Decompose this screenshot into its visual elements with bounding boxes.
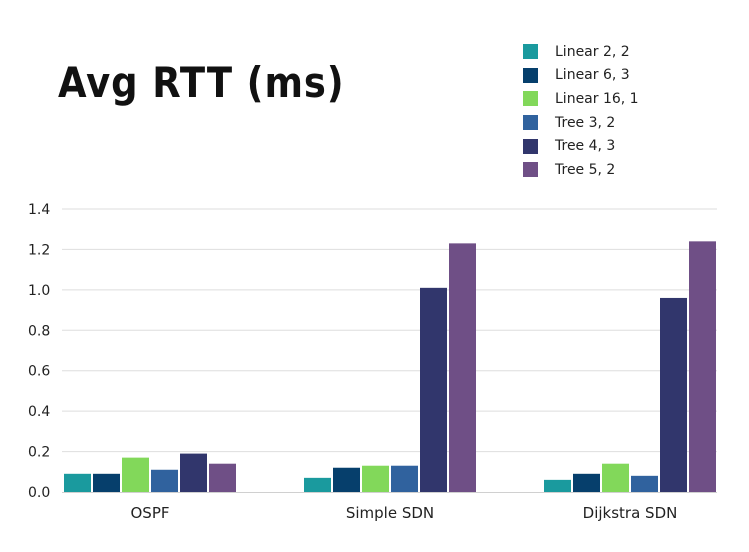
legend-item-linear-2-2: Linear 2, 2 bbox=[523, 40, 639, 64]
legend-swatch bbox=[523, 115, 538, 131]
bar bbox=[122, 457, 149, 492]
bar bbox=[420, 287, 447, 492]
legend-label: Linear 2, 2 bbox=[555, 43, 630, 60]
bar bbox=[631, 475, 658, 492]
x-category-label: Simple SDN bbox=[346, 504, 434, 522]
y-tick-label: 0.2 bbox=[28, 445, 50, 461]
y-tick-label: 1.2 bbox=[28, 242, 50, 258]
bar bbox=[362, 465, 389, 492]
legend-item-tree-4-3: Tree 4, 3 bbox=[523, 134, 639, 158]
bar bbox=[333, 467, 360, 492]
y-tick-label: 0.0 bbox=[28, 485, 50, 501]
legend-item-tree-5-2: Tree 5, 2 bbox=[523, 158, 639, 182]
chart-title: Avg RTT (ms) bbox=[58, 58, 345, 107]
bar bbox=[180, 453, 207, 492]
bar bbox=[391, 465, 418, 492]
bar bbox=[573, 473, 600, 492]
legend-label: Linear 16, 1 bbox=[555, 90, 639, 107]
bar bbox=[93, 473, 120, 492]
y-tick-label: 0.6 bbox=[28, 364, 50, 380]
legend-swatch bbox=[523, 91, 538, 107]
legend-swatch bbox=[523, 162, 538, 178]
bar bbox=[689, 241, 716, 492]
bar bbox=[602, 463, 629, 492]
chart-legend: Linear 2, 2 Linear 6, 3 Linear 16, 1 Tre… bbox=[523, 40, 639, 182]
bar bbox=[544, 479, 571, 492]
legend-label: Tree 5, 2 bbox=[555, 161, 616, 178]
bar bbox=[660, 297, 687, 492]
legend-label: Tree 4, 3 bbox=[555, 138, 616, 155]
legend-item-linear-16-1: Linear 16, 1 bbox=[523, 87, 639, 111]
x-category-label: OSPF bbox=[130, 504, 169, 522]
y-tick-label: 0.8 bbox=[28, 323, 50, 339]
legend-label: Tree 3, 2 bbox=[555, 114, 616, 131]
bar bbox=[209, 463, 236, 492]
legend-item-tree-3-2: Tree 3, 2 bbox=[523, 111, 639, 135]
bar bbox=[449, 243, 476, 492]
legend-label: Linear 6, 3 bbox=[555, 67, 630, 84]
legend-item-linear-6-3: Linear 6, 3 bbox=[523, 64, 639, 88]
legend-swatch bbox=[523, 44, 538, 60]
y-tick-label: 1.4 bbox=[28, 202, 50, 218]
legend-swatch bbox=[523, 138, 538, 154]
legend-swatch bbox=[523, 67, 538, 83]
y-tick-label: 1.0 bbox=[28, 283, 50, 299]
x-category-label: Dijkstra SDN bbox=[583, 504, 678, 522]
bar bbox=[151, 469, 178, 492]
bar bbox=[64, 473, 91, 492]
y-tick-label: 0.4 bbox=[28, 404, 50, 420]
bar bbox=[304, 477, 331, 492]
